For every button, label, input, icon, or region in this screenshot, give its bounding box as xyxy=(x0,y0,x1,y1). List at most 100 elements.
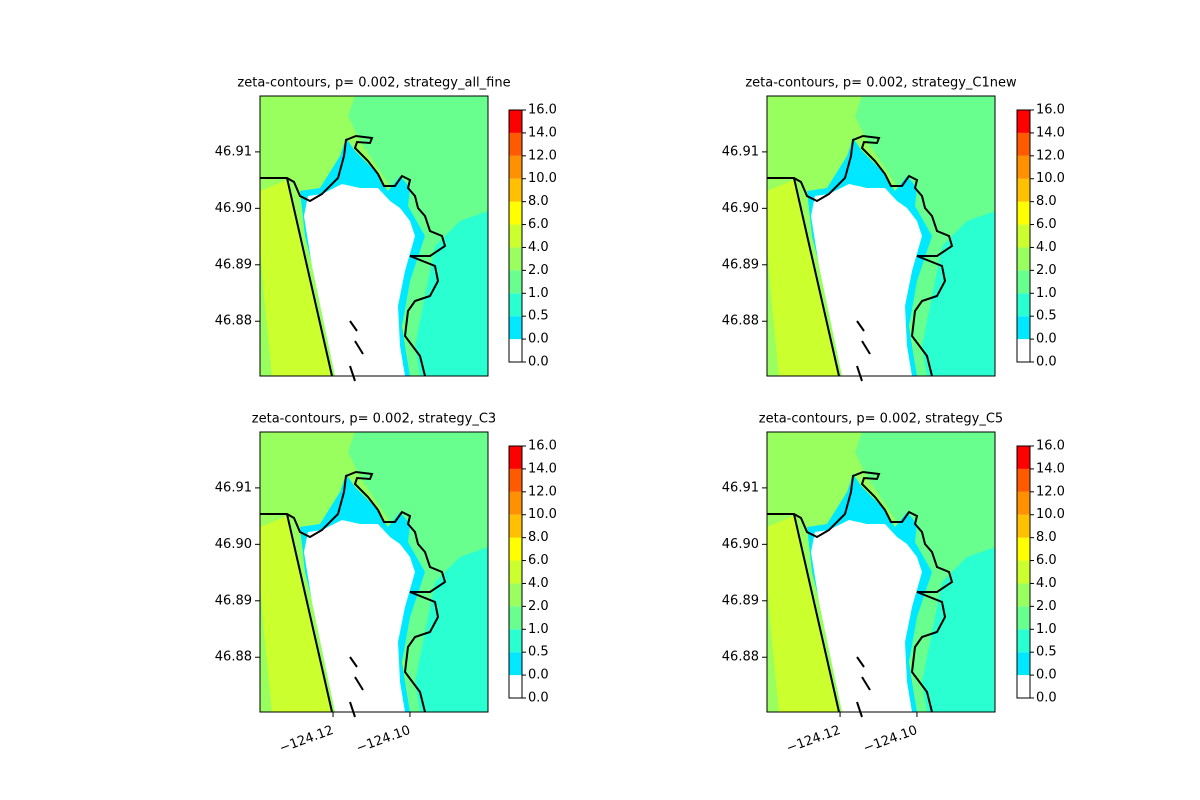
colorbar-tick-label: 0.0 xyxy=(1036,668,1057,683)
colorbar-tick-label: 10.0 xyxy=(528,507,557,522)
colorbar-segment xyxy=(509,224,522,248)
colorbar-tick-label: 14.0 xyxy=(1036,125,1065,140)
contour-region xyxy=(260,180,332,376)
colorbar-segment xyxy=(1017,155,1030,179)
colorbar-segment xyxy=(1017,247,1030,271)
colorbar-tick-label: 4.0 xyxy=(528,240,549,255)
colorbar-tick-label: 8.0 xyxy=(1036,194,1057,209)
colorbar-tick-label: 1.0 xyxy=(528,286,549,301)
colorbar-segment xyxy=(509,316,522,340)
colorbar-segment xyxy=(509,652,522,676)
y-tick-label: 46.88 xyxy=(722,314,759,329)
axes-frame xyxy=(766,431,996,713)
y-tick-label: 46.89 xyxy=(215,593,252,608)
colorbar-tick-label: 0.0 xyxy=(528,691,549,706)
colorbar-tick-label: 14.0 xyxy=(528,125,557,140)
colorbar-segment xyxy=(509,110,522,133)
colorbar-tick-label: 10.0 xyxy=(1036,507,1065,522)
colorbar-segment xyxy=(1017,132,1030,156)
contour-region xyxy=(260,516,332,712)
axes-frame xyxy=(766,95,996,377)
colorbar-tick-label: 16.0 xyxy=(528,103,557,118)
colorbar-segment xyxy=(1017,606,1030,630)
colorbar-tick-label: 0.5 xyxy=(1036,309,1057,324)
y-tick-label: 46.90 xyxy=(215,537,252,552)
x-tick-label: −124.12 xyxy=(784,723,842,756)
coastline xyxy=(260,470,447,713)
colorbar-tick-label: 2.0 xyxy=(528,599,549,614)
colorbar-segment xyxy=(1017,514,1030,538)
colorbar-segment xyxy=(1017,293,1030,317)
axes-frame xyxy=(259,431,489,713)
y-tick-label: 46.91 xyxy=(722,144,759,159)
contour-region xyxy=(304,184,415,376)
colorbar-segment xyxy=(1017,468,1030,492)
colorbar-tick-label: 0.0 xyxy=(528,668,549,683)
colorbar-tick-label: 12.0 xyxy=(1036,484,1065,499)
contour-region xyxy=(304,520,415,712)
colorbar-segment xyxy=(509,178,522,202)
colorbar-segment xyxy=(509,514,522,538)
colorbar-segment xyxy=(1017,110,1030,133)
map xyxy=(260,432,488,718)
contour-region xyxy=(811,520,922,712)
colorbar-segment xyxy=(1017,560,1030,584)
colorbar-segment xyxy=(509,293,522,317)
colorbar-segment xyxy=(1017,491,1030,515)
map xyxy=(767,96,995,382)
colorbar-tick-label: 0.0 xyxy=(1036,355,1057,370)
coastline xyxy=(354,340,364,355)
colorbar-tick-label: 4.0 xyxy=(1036,240,1057,255)
axes-frame xyxy=(259,95,489,377)
colorbar-tick-label: 16.0 xyxy=(1036,103,1065,118)
coastline xyxy=(349,701,356,718)
colorbar-segment xyxy=(509,537,522,561)
y-tick-label: 46.91 xyxy=(722,480,759,495)
colorbar-segment xyxy=(1017,537,1030,561)
panel-title: zeta-contours, p= 0.002, strategy_C3 xyxy=(252,412,496,427)
colorbar-segment xyxy=(509,247,522,271)
contour-region xyxy=(922,547,995,712)
contour-region xyxy=(922,211,995,376)
colorbar-tick-label: 8.0 xyxy=(1036,530,1057,545)
coastline xyxy=(856,365,863,382)
colorbar-frame xyxy=(1016,109,1031,363)
colorbar-tick-label: 1.0 xyxy=(1036,622,1057,637)
y-tick-label: 46.88 xyxy=(215,650,252,665)
map xyxy=(260,96,488,382)
colorbar-tick-label: 4.0 xyxy=(528,576,549,591)
colorbar-tick-label: 10.0 xyxy=(528,171,557,186)
colorbar-segment xyxy=(509,629,522,653)
colorbar-segment xyxy=(1017,270,1030,294)
colorbar-frame xyxy=(1016,445,1031,699)
colorbar-segment xyxy=(1017,201,1030,225)
y-tick-label: 46.88 xyxy=(215,314,252,329)
coastline xyxy=(354,676,364,691)
colorbar-segment xyxy=(1017,652,1030,676)
colorbar-tick-label: 0.0 xyxy=(1036,332,1057,347)
contour-region xyxy=(415,211,488,376)
coastline xyxy=(767,134,954,377)
panel-title: zeta-contours, p= 0.002, strategy_all_fi… xyxy=(237,76,510,91)
colorbar-segment xyxy=(1017,316,1030,340)
colorbar-tick-label: 12.0 xyxy=(1036,148,1065,163)
coastline xyxy=(767,470,954,713)
colorbar-segment xyxy=(509,201,522,225)
y-tick-label: 46.90 xyxy=(722,201,759,216)
contour-region xyxy=(767,516,839,712)
colorbar-tick-label: 1.0 xyxy=(1036,286,1057,301)
colorbar-tick-label: 8.0 xyxy=(528,194,549,209)
colorbar-segment xyxy=(1017,675,1030,698)
colorbar-tick-label: 2.0 xyxy=(1036,263,1057,278)
colorbar-tick-label: 6.0 xyxy=(1036,553,1057,568)
colorbar-segment xyxy=(1017,629,1030,653)
colorbar-tick-label: 14.0 xyxy=(528,461,557,476)
colorbar-tick-label: 12.0 xyxy=(528,148,557,163)
colorbar-tick-label: 4.0 xyxy=(1036,576,1057,591)
y-tick-label: 46.89 xyxy=(722,257,759,272)
coastline xyxy=(856,320,865,332)
coastline xyxy=(861,340,871,355)
colorbar-tick-label: 14.0 xyxy=(1036,461,1065,476)
